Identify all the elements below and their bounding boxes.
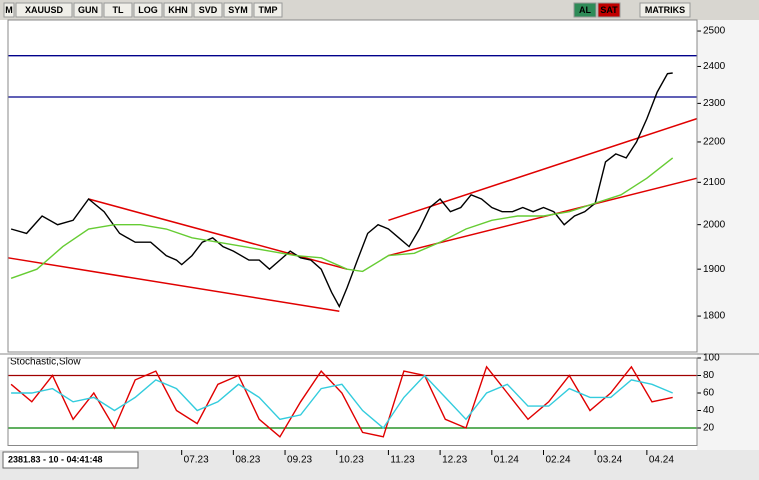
x-tick-label: 08.23: [235, 455, 260, 466]
toolbar-button[interactable]: [3, 2, 15, 18]
y-tick-label: 60: [703, 388, 715, 399]
toolbar-label[interactable]: TL: [113, 5, 124, 15]
toolbar-button[interactable]: [133, 2, 163, 18]
status-box: [2, 451, 139, 469]
x-tick-label: 01.24: [494, 455, 519, 466]
status-text: 2381.83 - 10 - 04:41:48: [8, 454, 103, 464]
y-tick-label: 2300: [703, 98, 726, 109]
toolbar-button[interactable]: [223, 2, 253, 18]
toolbar-button[interactable]: [73, 2, 103, 18]
y-tick-label: 1900: [703, 264, 726, 275]
toolbar-button[interactable]: [639, 2, 691, 18]
x-tick-label: 04.24: [649, 455, 674, 466]
x-tick-label: 10.23: [339, 455, 364, 466]
x-tick-label: 12.23: [442, 455, 467, 466]
toolbar-label[interactable]: SYM: [228, 5, 248, 15]
trend-line: [88, 198, 348, 270]
y-tick-label: 2000: [703, 219, 726, 230]
toolbar-label[interactable]: LOG: [138, 5, 158, 15]
y-tick-label: 40: [703, 405, 715, 416]
toolbar-label[interactable]: SVD: [199, 5, 218, 15]
y-tick-label: 1800: [703, 311, 726, 322]
value-axis-band: [697, 20, 759, 450]
toolbar-button[interactable]: [597, 2, 621, 18]
x-tick-label: 11.23: [390, 455, 415, 466]
toolbar-button[interactable]: [573, 2, 597, 18]
x-tick-label: 07.23: [184, 455, 209, 466]
series-line: [10, 72, 673, 309]
toolbar-label[interactable]: TMP: [259, 5, 278, 15]
series-line: [11, 374, 673, 430]
toolbar-button[interactable]: [163, 2, 193, 18]
y-tick-label: 2500: [703, 26, 726, 37]
toolbar-label[interactable]: AL: [579, 5, 591, 15]
y-tick-label: 80: [703, 370, 715, 381]
x-tick-label: 02.24: [545, 455, 570, 466]
y-tick-label: 100: [703, 353, 720, 364]
y-tick-label: 2100: [703, 177, 726, 188]
toolbar-button[interactable]: [15, 2, 73, 18]
toolbar-button[interactable]: [253, 2, 283, 18]
toolbar-button[interactable]: [193, 2, 223, 18]
toolbar-label[interactable]: M: [5, 5, 13, 15]
plot-frame: [7, 357, 698, 446]
y-tick-label: 20: [703, 423, 715, 434]
plot-frame: [7, 19, 698, 353]
series-line: [10, 365, 673, 438]
toolbar-label[interactable]: SAT: [600, 5, 618, 15]
indicator-title: Stochastic,Slow: [10, 357, 81, 368]
y-tick-label: 2200: [703, 137, 726, 148]
trend-line: [388, 117, 698, 222]
toolbar-label[interactable]: GUN: [78, 5, 98, 15]
x-tick-label: 03.24: [597, 455, 622, 466]
toolbar-label[interactable]: MATRIKS: [645, 5, 685, 15]
series-line: [10, 157, 674, 279]
toolbar-label[interactable]: KHN: [168, 5, 188, 15]
y-tick-label: 2400: [703, 61, 726, 72]
x-tick-label: 09.23: [287, 455, 312, 466]
toolbar-button[interactable]: [103, 2, 133, 18]
toolbar-label[interactable]: XAUUSD: [25, 5, 64, 15]
trend-line: [7, 257, 340, 313]
